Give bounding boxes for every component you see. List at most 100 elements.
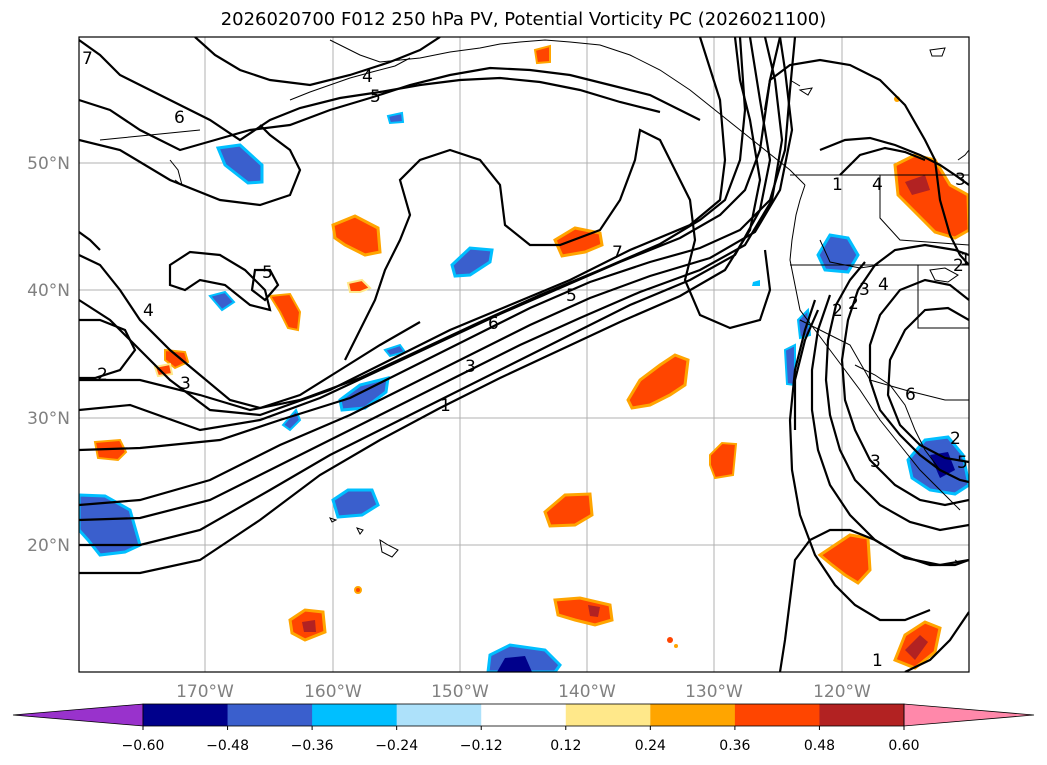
lon-label: 140°W [558, 682, 616, 702]
contour-label: 4 [878, 275, 889, 295]
contour-label: 5 [370, 87, 381, 107]
positive-anomaly-blob [709, 441, 738, 480]
contour-line [79, 39, 661, 142]
contour-line [904, 611, 969, 672]
colorbar-segment [396, 704, 482, 726]
contour-label: 2 [97, 365, 108, 385]
positive-anomaly-blob [543, 492, 594, 528]
colorbar-frame [142, 703, 905, 727]
colorbar-segment [819, 704, 905, 726]
contour-label: 5 [566, 286, 577, 306]
positive-anomaly-blob [268, 292, 302, 332]
colorbar-segment [227, 704, 313, 726]
contour-label: 1 [960, 250, 971, 270]
lon-label: 170°W [176, 682, 234, 702]
pv-contours [79, 37, 969, 672]
contour-line [886, 306, 969, 464]
positive-anomaly-blob [667, 637, 678, 648]
negative-anomaly-blob [215, 143, 264, 185]
colorbar-tick-label: 0.48 [804, 738, 835, 754]
lon-label: 160°W [304, 682, 362, 702]
contour-label: 7 [612, 243, 623, 263]
colorbar-tick-label: −0.60 [122, 738, 165, 754]
gridlines [79, 37, 969, 672]
lon-label: 130°W [685, 682, 743, 702]
positive-anomaly-blob [533, 44, 551, 65]
colorbar-tick-label: −0.48 [206, 738, 249, 754]
colorbar-tick-label: −0.24 [375, 738, 418, 754]
latitude-labels: 20°N 30°N 40°N 50°N [27, 154, 70, 556]
map-panel[interactable]: 7 6 5 4 3 2 1 5 6 7 4 3 2 5 6 3 2 1 4 3 [78, 36, 971, 673]
contour-line [79, 37, 727, 417]
contour-label: 6 [488, 314, 499, 334]
contour-label: 4 [143, 301, 154, 321]
colorbar: −0.60 −0.48 −0.36 −0.24 −0.12 0.12 0.24 0.36 0.4… [12, 703, 1035, 754]
positive-anomaly-blob [626, 353, 690, 410]
positive-anomaly-blob [153, 362, 174, 378]
contour-line [793, 309, 820, 430]
colorbar-segment [143, 704, 229, 726]
contour-line [250, 268, 280, 302]
positive-anomaly-blob [288, 608, 327, 642]
contour-line [194, 37, 441, 87]
contour-line [788, 299, 931, 622]
lat-label: 50°N [27, 154, 70, 174]
positive-anomaly-blob [817, 533, 872, 585]
contour-line [79, 37, 772, 547]
colorbar-segment [734, 704, 820, 726]
negative-anomaly-blob [486, 643, 562, 672]
contour-line [79, 37, 782, 432]
map-title: 2026020700 F012 250 hPa PV, Potential Vo… [220, 9, 827, 30]
colorbar-tick-label: −0.12 [460, 738, 503, 754]
map-frame [78, 36, 970, 673]
contour-label: 2 [832, 301, 843, 321]
colorbar-segment [650, 704, 736, 726]
contour-line [840, 243, 969, 507]
longitude-labels: 170°W 160°W 150°W 140°W 130°W 120°W [176, 682, 871, 702]
contour-line [763, 58, 969, 266]
contour-line [344, 128, 772, 361]
colorbar-tick-label: −0.36 [291, 738, 334, 754]
positive-anomaly-blob [346, 278, 372, 293]
contour-line [79, 124, 302, 207]
lat-label: 30°N [27, 409, 70, 429]
colorbar-segment [565, 704, 651, 726]
colorbar-extend-high [903, 703, 1035, 727]
contour-label: 1 [440, 396, 451, 416]
positive-anomaly-blob [354, 586, 362, 594]
contour-label: 3 [859, 280, 870, 300]
contour-label: 6 [174, 108, 185, 128]
lat-label: 20°N [27, 536, 70, 556]
lat-label: 40°N [27, 281, 70, 301]
contour-line [79, 37, 797, 452]
contour-line [868, 278, 969, 484]
coastlines [99, 39, 969, 563]
colorbar-extend-low [12, 703, 144, 727]
contour-line [819, 136, 969, 186]
positive-anomaly-blob [553, 596, 614, 627]
contour-line [839, 146, 926, 176]
contour-label: 2 [953, 256, 964, 276]
colorbar-tick-label: 0.36 [719, 738, 750, 754]
negative-anomaly-blob [386, 111, 405, 125]
colorbar-segment [481, 704, 567, 726]
contour-label: 1 [872, 651, 883, 671]
negative-anomaly-blob [796, 307, 812, 340]
contour-label: 2 [848, 294, 859, 314]
contour-label: 3 [180, 374, 191, 394]
negative-anomaly-blob [208, 290, 236, 312]
contour-label: 2 [950, 429, 961, 449]
contour-line [778, 528, 969, 672]
contour-label: 5 [957, 453, 968, 473]
contour-label: 6 [905, 385, 916, 405]
contour-line [79, 37, 747, 412]
contour-line [824, 261, 969, 532]
colorbar-segment [312, 704, 398, 726]
negative-anomaly-blob [79, 493, 142, 557]
negative-anomaly-blob [752, 280, 760, 286]
negative-anomaly-blob [450, 246, 494, 278]
colorbar-tick-label: 0.12 [550, 738, 581, 754]
contour-line [79, 231, 101, 251]
contour-line [79, 66, 701, 152]
